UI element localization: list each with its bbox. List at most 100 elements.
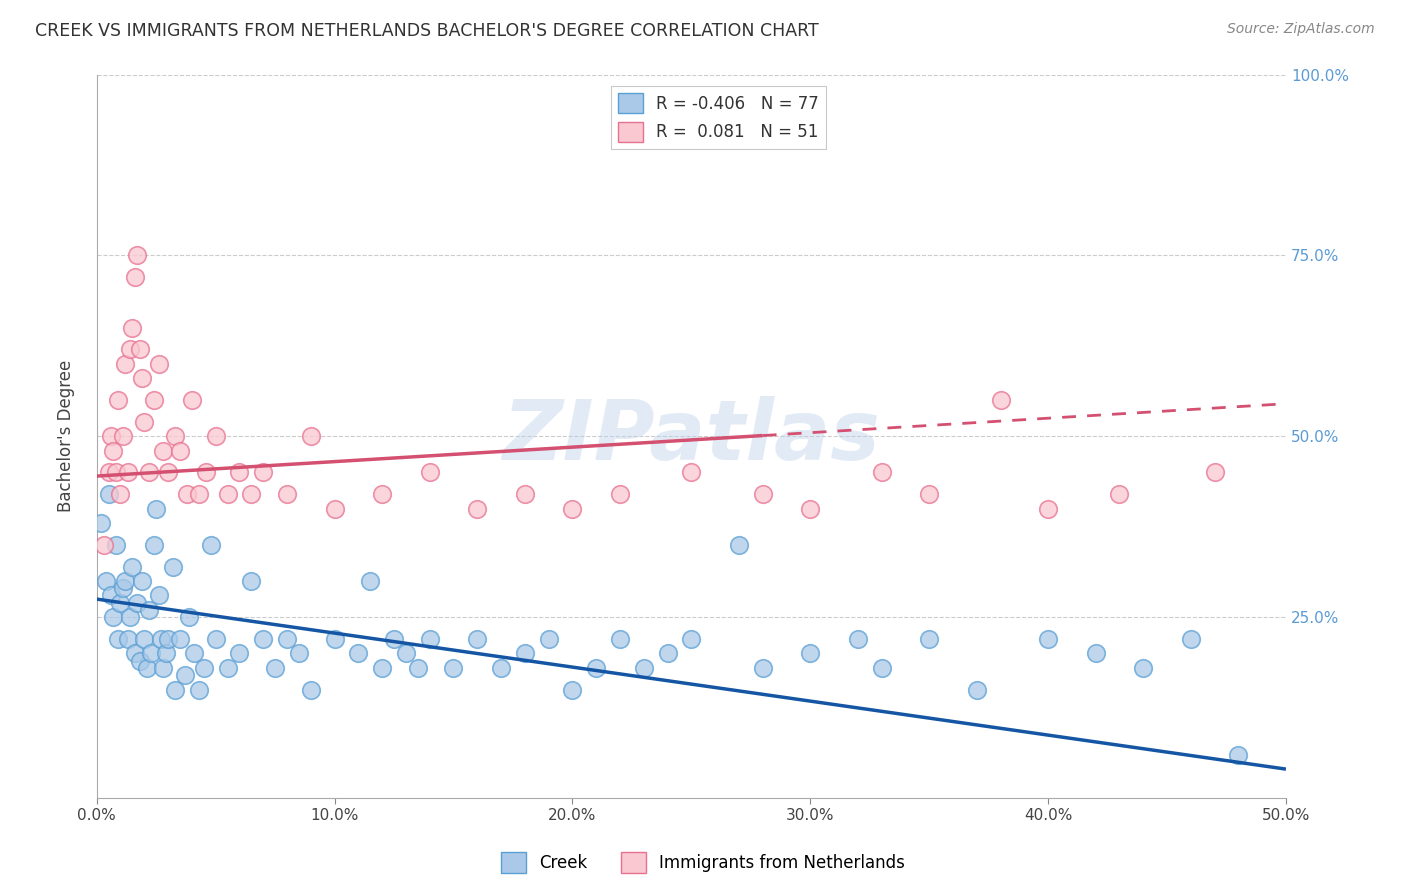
- Point: [111, 429, 134, 443]
- Point: [100, 429, 122, 443]
- Point: [103, 443, 125, 458]
- Point: [124, 270, 146, 285]
- Point: [121, 559, 143, 574]
- Y-axis label: Bachelor's Degree: Bachelor's Degree: [58, 360, 75, 512]
- Point: [299, 429, 322, 443]
- Point: [104, 466, 127, 480]
- Point: [193, 661, 215, 675]
- Point: [1227, 747, 1250, 762]
- Point: [489, 661, 512, 675]
- Point: [681, 632, 703, 646]
- Point: [124, 646, 146, 660]
- Point: [561, 682, 583, 697]
- Text: CREEK VS IMMIGRANTS FROM NETHERLANDS BACHELOR'S DEGREE CORRELATION CHART: CREEK VS IMMIGRANTS FROM NETHERLANDS BAC…: [35, 22, 818, 40]
- Point: [870, 661, 893, 675]
- Point: [103, 610, 125, 624]
- Point: [406, 661, 429, 675]
- Point: [561, 501, 583, 516]
- Point: [179, 610, 201, 624]
- Point: [157, 466, 180, 480]
- Point: [240, 574, 263, 588]
- Point: [188, 487, 211, 501]
- Point: [152, 661, 174, 675]
- Point: [513, 646, 536, 660]
- Point: [870, 466, 893, 480]
- Point: [97, 466, 120, 480]
- Point: [799, 646, 821, 660]
- Point: [513, 487, 536, 501]
- Point: [152, 443, 174, 458]
- Point: [633, 661, 655, 675]
- Point: [127, 596, 149, 610]
- Point: [97, 487, 120, 501]
- Point: [142, 393, 165, 408]
- Point: [138, 466, 160, 480]
- Point: [276, 487, 298, 501]
- Point: [252, 632, 274, 646]
- Point: [169, 443, 191, 458]
- Point: [264, 661, 287, 675]
- Point: [165, 429, 187, 443]
- Text: ZIPatlas: ZIPatlas: [502, 396, 880, 477]
- Point: [371, 661, 394, 675]
- Point: [90, 516, 112, 530]
- Point: [111, 581, 134, 595]
- Point: [1084, 646, 1107, 660]
- Point: [149, 632, 172, 646]
- Point: [131, 574, 153, 588]
- Point: [359, 574, 381, 588]
- Point: [217, 487, 239, 501]
- Point: [419, 466, 441, 480]
- Point: [100, 589, 122, 603]
- Point: [107, 632, 129, 646]
- Point: [1180, 632, 1202, 646]
- Point: [204, 632, 226, 646]
- Point: [217, 661, 239, 675]
- Point: [288, 646, 311, 660]
- Point: [751, 661, 773, 675]
- Point: [128, 343, 150, 357]
- Point: [799, 501, 821, 516]
- Point: [134, 632, 156, 646]
- Point: [195, 466, 218, 480]
- Point: [371, 487, 394, 501]
- Point: [228, 466, 250, 480]
- Point: [148, 589, 170, 603]
- Point: [141, 646, 163, 660]
- Point: [104, 538, 127, 552]
- Point: [131, 371, 153, 385]
- Point: [918, 487, 941, 501]
- Point: [240, 487, 263, 501]
- Point: [183, 646, 205, 660]
- Point: [323, 501, 346, 516]
- Point: [323, 632, 346, 646]
- Point: [110, 487, 132, 501]
- Point: [681, 466, 703, 480]
- Point: [252, 466, 274, 480]
- Point: [173, 668, 195, 682]
- Point: [966, 682, 988, 697]
- Point: [443, 661, 465, 675]
- Point: [1132, 661, 1154, 675]
- Point: [465, 501, 488, 516]
- Point: [114, 574, 136, 588]
- Point: [96, 574, 118, 588]
- Point: [176, 487, 198, 501]
- Point: [162, 559, 184, 574]
- Point: [118, 610, 141, 624]
- Point: [155, 646, 177, 660]
- Point: [145, 501, 167, 516]
- Point: [609, 632, 631, 646]
- Point: [395, 646, 418, 660]
- Point: [107, 393, 129, 408]
- Point: [299, 682, 322, 697]
- Point: [93, 538, 115, 552]
- Text: Source: ZipAtlas.com: Source: ZipAtlas.com: [1227, 22, 1375, 37]
- Point: [751, 487, 773, 501]
- Point: [157, 632, 180, 646]
- Point: [110, 596, 132, 610]
- Point: [918, 632, 941, 646]
- Point: [1036, 501, 1059, 516]
- Point: [118, 343, 141, 357]
- Point: [148, 357, 170, 371]
